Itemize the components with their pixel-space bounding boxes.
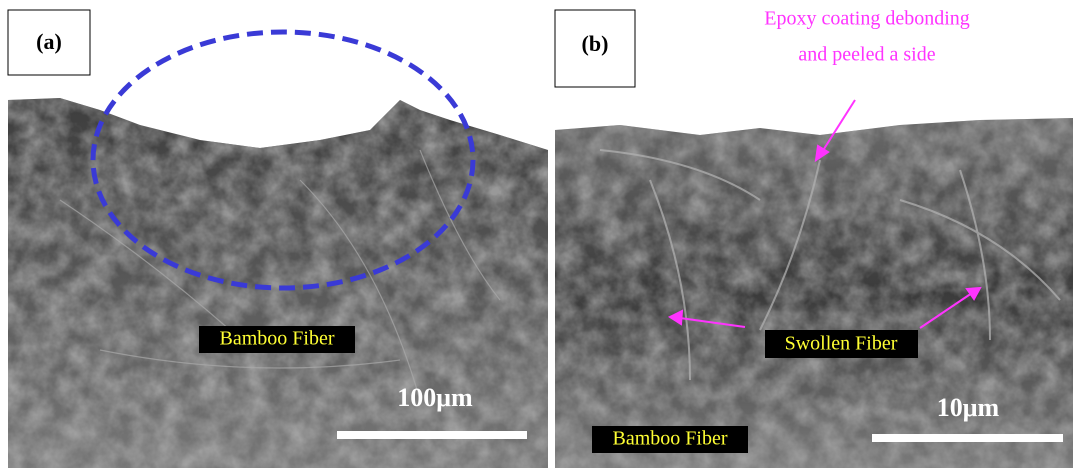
scale-label: 100μm	[397, 383, 473, 412]
scale-bar	[337, 431, 527, 439]
scale-label: 10μm	[937, 393, 1000, 422]
annotation: Swollen Fiber	[785, 333, 898, 355]
annotation: Bamboo Fiber	[613, 428, 728, 450]
panel-label: (a)	[36, 29, 62, 54]
panel-a: (a) Bamboo Fiber 100μm	[8, 10, 548, 468]
sem-texture	[8, 98, 548, 468]
figure: (a) Bamboo Fiber 100μm (b) Epoxy coating…	[0, 0, 1073, 468]
annotation: Bamboo Fiber	[220, 328, 335, 350]
scale-bar	[872, 434, 1063, 442]
callout: and peeled a side	[798, 44, 935, 66]
callout: Epoxy coating debonding	[764, 8, 970, 30]
panel-label: (b)	[582, 31, 609, 56]
panel-b: (b) Epoxy coating debonding and peeled a…	[555, 8, 1073, 468]
